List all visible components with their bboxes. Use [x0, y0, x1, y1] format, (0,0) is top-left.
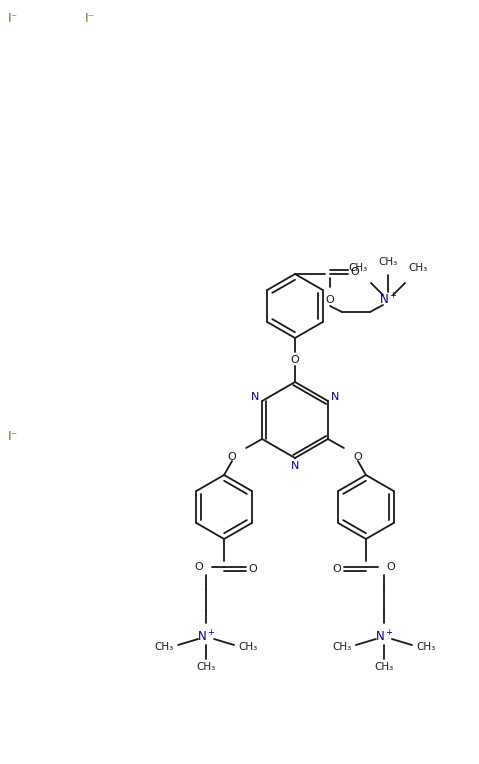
Text: O: O: [249, 564, 258, 574]
Text: I⁻: I⁻: [85, 12, 95, 25]
Text: CH₃: CH₃: [409, 263, 428, 273]
Text: N$^+$: N$^+$: [197, 630, 216, 645]
Text: CH₃: CH₃: [239, 642, 258, 652]
Text: CH₃: CH₃: [348, 263, 367, 273]
Text: O: O: [228, 452, 237, 462]
Text: O: O: [354, 452, 362, 462]
Text: CH₃: CH₃: [374, 662, 394, 672]
Text: N$^+$: N$^+$: [375, 630, 393, 645]
Text: O: O: [351, 267, 359, 277]
Text: N: N: [291, 461, 299, 471]
Text: CH₃: CH₃: [196, 662, 216, 672]
Text: O: O: [291, 355, 299, 365]
Text: CH₃: CH₃: [332, 642, 352, 652]
Text: N: N: [331, 392, 339, 402]
Text: O: O: [326, 295, 334, 305]
Text: CH₃: CH₃: [416, 642, 435, 652]
Text: CH₃: CH₃: [154, 642, 174, 652]
Text: I⁻: I⁻: [8, 12, 18, 25]
Text: CH₃: CH₃: [378, 257, 398, 267]
Text: O: O: [195, 562, 204, 572]
Text: N$^+$: N$^+$: [379, 293, 397, 308]
Text: O: O: [387, 562, 395, 572]
Text: I⁻: I⁻: [8, 430, 18, 443]
Text: N: N: [251, 392, 259, 402]
Text: O: O: [332, 564, 341, 574]
